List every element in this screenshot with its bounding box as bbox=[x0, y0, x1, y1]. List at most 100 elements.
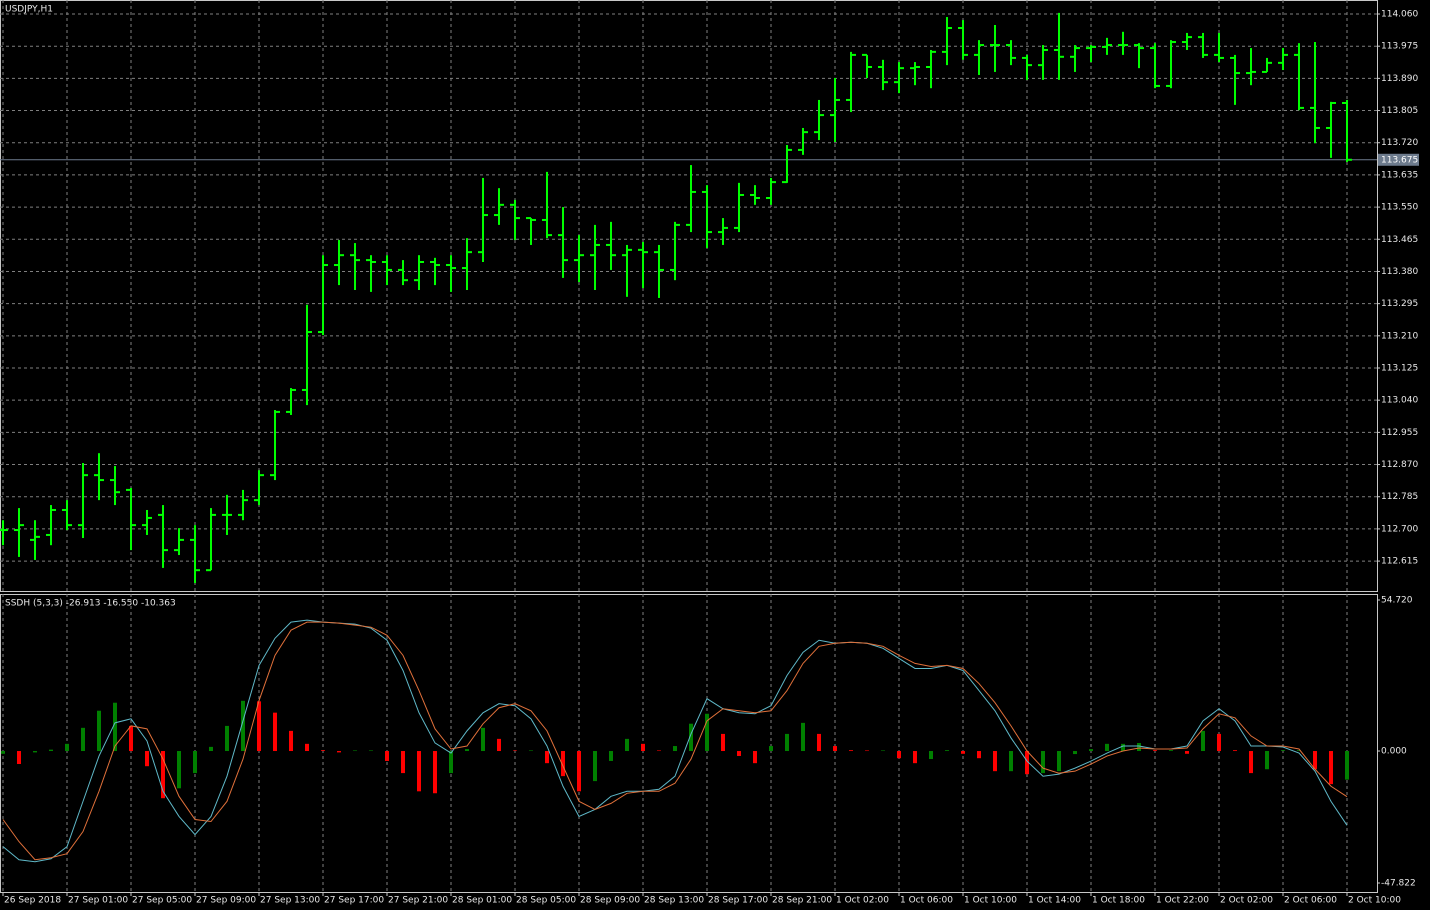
histogram-bar bbox=[849, 750, 853, 752]
histogram-bar bbox=[1249, 751, 1253, 774]
histogram-bar bbox=[1169, 750, 1173, 752]
histogram-bar bbox=[929, 751, 933, 760]
histogram-bar bbox=[1185, 751, 1189, 754]
x-tick-label: 27 Sep 05:00 bbox=[132, 896, 192, 906]
y-tick-label: 113.125 bbox=[1381, 364, 1418, 374]
indicator-title: SSDH (5,3,3) -26.913 -16.550 -10.363 bbox=[5, 599, 176, 609]
histogram-bar bbox=[1025, 751, 1029, 775]
histogram-bar bbox=[209, 746, 213, 752]
histogram-bar bbox=[321, 750, 325, 752]
histogram-bar bbox=[545, 751, 549, 764]
y-tick-label: -47.822 bbox=[1381, 879, 1416, 889]
y-tick-label: 0.000 bbox=[1381, 747, 1407, 757]
histogram-bar bbox=[705, 713, 709, 752]
y-tick-label: 113.465 bbox=[1381, 235, 1418, 245]
histogram-bar bbox=[1, 751, 5, 754]
histogram-bar bbox=[1089, 749, 1093, 752]
histogram-bar bbox=[113, 702, 117, 752]
x-tick-label: 1 Oct 22:00 bbox=[1156, 896, 1209, 906]
y-tick-label: 112.785 bbox=[1381, 492, 1418, 502]
y-tick-label: 113.975 bbox=[1381, 42, 1418, 52]
histogram-bar bbox=[257, 701, 261, 752]
histogram-bar bbox=[1137, 743, 1141, 752]
histogram-bar bbox=[49, 749, 53, 752]
histogram-bar bbox=[289, 730, 293, 752]
histogram-bar bbox=[833, 746, 837, 752]
histogram-bar bbox=[817, 733, 821, 752]
histogram-bar bbox=[641, 743, 645, 752]
histogram-bar bbox=[337, 751, 341, 753]
histogram-bar bbox=[977, 751, 981, 759]
histogram-bar bbox=[961, 751, 965, 754]
histogram-bar bbox=[225, 725, 229, 752]
price-panel bbox=[0, 0, 1378, 592]
x-tick-label: 28 Sep 05:00 bbox=[516, 896, 576, 906]
y-tick-label: 114.060 bbox=[1381, 10, 1418, 20]
histogram-bar bbox=[1105, 743, 1109, 752]
histogram-bar bbox=[1281, 750, 1285, 752]
y-tick-label: 113.720 bbox=[1381, 138, 1418, 148]
histogram-bar bbox=[497, 738, 501, 752]
y-tick-label: 113.805 bbox=[1381, 106, 1418, 116]
histogram-bar bbox=[657, 750, 661, 752]
histogram-bar bbox=[273, 712, 277, 752]
histogram-bar bbox=[721, 733, 725, 752]
x-tick-label: 27 Sep 09:00 bbox=[196, 896, 256, 906]
x-tick-label: 1 Oct 02:00 bbox=[836, 896, 889, 906]
histogram-bar bbox=[1121, 743, 1125, 752]
x-tick-label: 1 Oct 10:00 bbox=[964, 896, 1017, 906]
histogram-bar bbox=[1057, 751, 1061, 772]
histogram-bar bbox=[529, 750, 533, 752]
histogram-bar bbox=[801, 722, 805, 752]
histogram-bar bbox=[881, 750, 885, 752]
x-tick-label: 2 Oct 10:00 bbox=[1348, 896, 1401, 906]
histogram-bar bbox=[1009, 751, 1013, 772]
histogram-bar bbox=[1345, 751, 1349, 780]
histogram-bar bbox=[577, 751, 581, 792]
y-tick-label: 113.890 bbox=[1381, 74, 1418, 84]
histogram-bar bbox=[1297, 750, 1301, 752]
histogram-bar bbox=[1041, 751, 1045, 774]
histogram-bar bbox=[1217, 733, 1221, 752]
histogram-bar bbox=[65, 743, 69, 752]
histogram-bar bbox=[1265, 751, 1269, 770]
histogram-bar bbox=[481, 727, 485, 752]
current-price-label: 113.675 bbox=[1381, 155, 1418, 165]
histogram-bar bbox=[753, 751, 757, 764]
y-tick-label: 112.615 bbox=[1381, 557, 1418, 567]
y-tick-label: 112.700 bbox=[1381, 524, 1418, 534]
x-tick-label: 1 Oct 18:00 bbox=[1092, 896, 1145, 906]
histogram-bar bbox=[417, 751, 421, 792]
histogram-bar bbox=[785, 733, 789, 752]
x-tick-label: 1 Oct 14:00 bbox=[1028, 896, 1081, 906]
histogram-bar bbox=[33, 751, 37, 753]
histogram-bar bbox=[433, 751, 437, 794]
oscillator-panel bbox=[0, 594, 1378, 893]
histogram-bar bbox=[1313, 751, 1317, 770]
x-tick-label: 27 Sep 13:00 bbox=[260, 896, 320, 906]
histogram-bar bbox=[401, 751, 405, 774]
histogram-bar bbox=[689, 723, 693, 752]
x-tick-label: 28 Sep 01:00 bbox=[452, 896, 512, 906]
histogram-bar bbox=[465, 749, 469, 752]
histogram-bar bbox=[513, 750, 517, 752]
y-tick-label: 113.635 bbox=[1381, 170, 1418, 180]
histogram-bar bbox=[97, 710, 101, 752]
y-tick-label: 113.550 bbox=[1381, 203, 1418, 213]
y-tick-label: 113.295 bbox=[1381, 299, 1418, 309]
histogram-bar bbox=[945, 750, 949, 752]
x-tick-label: 2 Oct 02:00 bbox=[1220, 896, 1273, 906]
x-tick-label: 27 Sep 01:00 bbox=[68, 896, 128, 906]
histogram-bar bbox=[353, 750, 357, 752]
histogram-bar bbox=[145, 751, 149, 767]
histogram-bar bbox=[161, 751, 165, 799]
histogram-bar bbox=[913, 751, 917, 764]
histogram-bar bbox=[993, 751, 997, 772]
histogram-bar bbox=[193, 751, 197, 774]
histogram-bar bbox=[305, 743, 309, 752]
chart-title: USDJPY,H1 bbox=[5, 5, 53, 15]
y-tick-label: 113.380 bbox=[1381, 267, 1418, 277]
x-tick-label: 28 Sep 13:00 bbox=[644, 896, 704, 906]
signal-line bbox=[2, 619, 1348, 863]
histogram-bar bbox=[1153, 750, 1157, 752]
